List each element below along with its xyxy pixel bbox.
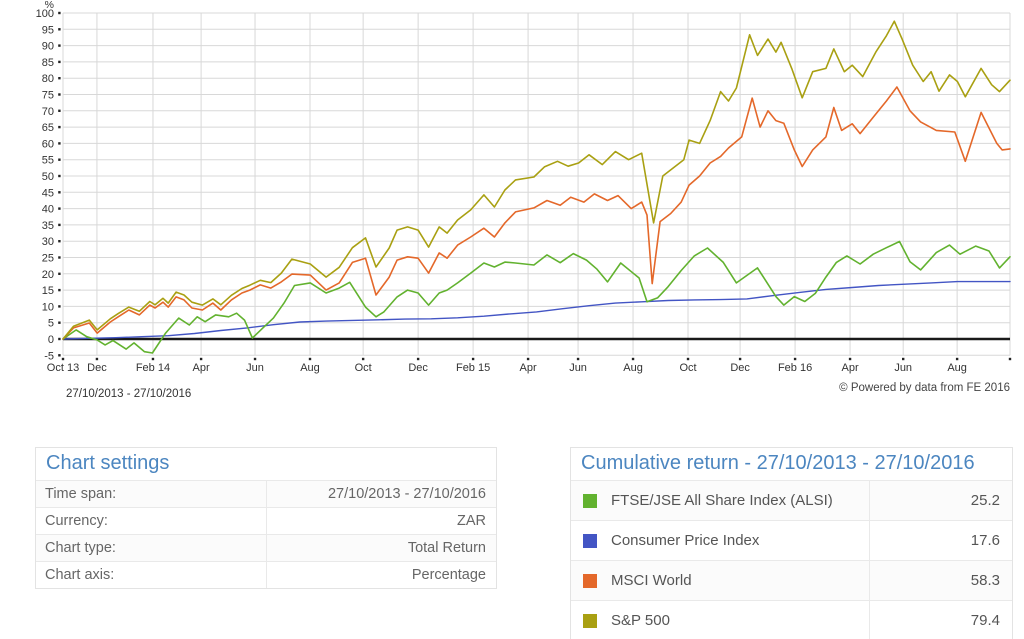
legend-swatch-icon <box>583 533 597 548</box>
svg-text:Aug: Aug <box>623 362 643 374</box>
legend-swatch-icon <box>583 613 597 628</box>
svg-text:Oct 13: Oct 13 <box>47 362 79 374</box>
svg-text:30: 30 <box>42 236 54 248</box>
svg-text:Oct: Oct <box>355 362 372 374</box>
svg-text:%: % <box>45 0 54 11</box>
svg-text:65: 65 <box>42 122 54 134</box>
series-return-value: 17.6 <box>869 520 1012 561</box>
settings-row-chart-axis: Chart axis: Percentage <box>36 561 496 588</box>
series-label: Consumer Price Index <box>611 532 760 549</box>
svg-text:15: 15 <box>42 285 54 297</box>
legend-swatch-icon <box>583 493 597 508</box>
svg-text:Jun: Jun <box>894 362 912 374</box>
setting-label: Chart type: <box>45 540 116 556</box>
setting-label: Chart axis: <box>45 567 115 583</box>
legend-swatch-icon <box>583 573 597 588</box>
chart-date-range-footnote: 27/10/2013 - 27/10/2016 <box>66 388 192 400</box>
data-provider-credit: © Powered by data from FE 2016 <box>839 382 1010 394</box>
return-row-sp500: S&P 500 79.4 <box>571 600 1012 639</box>
svg-text:0: 0 <box>48 334 54 346</box>
svg-text:60: 60 <box>42 138 54 150</box>
svg-text:45: 45 <box>42 187 54 199</box>
settings-row-currency: Currency: ZAR <box>36 507 496 534</box>
svg-text:85: 85 <box>42 57 54 69</box>
svg-text:Aug: Aug <box>947 362 967 374</box>
series-label: S&P 500 <box>611 612 670 629</box>
svg-text:Feb 16: Feb 16 <box>778 362 812 374</box>
setting-value: Percentage <box>266 562 496 588</box>
svg-text:40: 40 <box>42 204 54 216</box>
svg-text:75: 75 <box>42 90 54 102</box>
svg-text:Apr: Apr <box>193 362 210 374</box>
cumulative-return-title: Cumulative return - 27/10/2013 - 27/10/2… <box>571 448 1012 480</box>
return-row-cpi: Consumer Price Index 17.6 <box>571 520 1012 561</box>
svg-text:50: 50 <box>42 171 54 183</box>
svg-text:Apr: Apr <box>841 362 858 374</box>
series-return-value: 79.4 <box>869 600 1012 639</box>
series-label: FTSE/JSE All Share Index (ALSI) <box>611 492 833 509</box>
svg-text:80: 80 <box>42 73 54 85</box>
svg-text:Dec: Dec <box>730 362 750 374</box>
series-return-value: 58.3 <box>869 560 1012 601</box>
chart-settings-title: Chart settings <box>36 448 496 480</box>
chart-settings-panel: Chart settings Time span: 27/10/2013 - 2… <box>35 447 497 589</box>
setting-value: Total Return <box>266 535 496 561</box>
svg-text:Jun: Jun <box>569 362 587 374</box>
setting-value: 27/10/2013 - 27/10/2016 <box>266 481 496 507</box>
svg-text:Jun: Jun <box>246 362 264 374</box>
svg-text:20: 20 <box>42 269 54 281</box>
svg-text:35: 35 <box>42 220 54 232</box>
settings-row-timespan: Time span: 27/10/2013 - 27/10/2016 <box>36 480 496 507</box>
svg-text:Feb 14: Feb 14 <box>136 362 170 374</box>
svg-text:Feb 15: Feb 15 <box>456 362 490 374</box>
setting-value: ZAR <box>266 508 496 534</box>
svg-text:90: 90 <box>42 41 54 53</box>
cumulative-return-panel: Cumulative return - 27/10/2013 - 27/10/2… <box>570 447 1013 639</box>
series-return-value: 25.2 <box>869 480 1012 521</box>
return-row-alsi: FTSE/JSE All Share Index (ALSI) 25.2 <box>571 480 1012 521</box>
svg-text:Apr: Apr <box>520 362 537 374</box>
svg-text:Dec: Dec <box>87 362 107 374</box>
svg-text:70: 70 <box>42 106 54 118</box>
performance-chart[interactable]: -5 0 5 10 15 20 25 30 35 40 45 50 55 60 65 70 75 80 85 90 95… <box>0 0 1024 420</box>
svg-text:Aug: Aug <box>300 362 320 374</box>
svg-text:100: 100 <box>36 8 54 20</box>
settings-row-chart-type: Chart type: Total Return <box>36 534 496 561</box>
svg-text:-5: -5 <box>44 350 54 362</box>
series-label: MSCI World <box>611 572 692 589</box>
svg-text:5: 5 <box>48 318 54 330</box>
setting-label: Currency: <box>45 513 108 529</box>
setting-label: Time span: <box>45 486 117 502</box>
svg-text:25: 25 <box>42 253 54 265</box>
svg-text:Dec: Dec <box>408 362 428 374</box>
svg-text:Oct: Oct <box>679 362 696 374</box>
chart-plot-area[interactable]: -5 0 5 10 15 20 25 30 35 40 45 50 55 60 65 70 75 80 85 90 95… <box>0 0 1024 420</box>
return-row-msci-world: MSCI World 58.3 <box>571 560 1012 601</box>
svg-text:95: 95 <box>42 24 54 36</box>
svg-text:55: 55 <box>42 155 54 167</box>
svg-text:10: 10 <box>42 301 54 313</box>
